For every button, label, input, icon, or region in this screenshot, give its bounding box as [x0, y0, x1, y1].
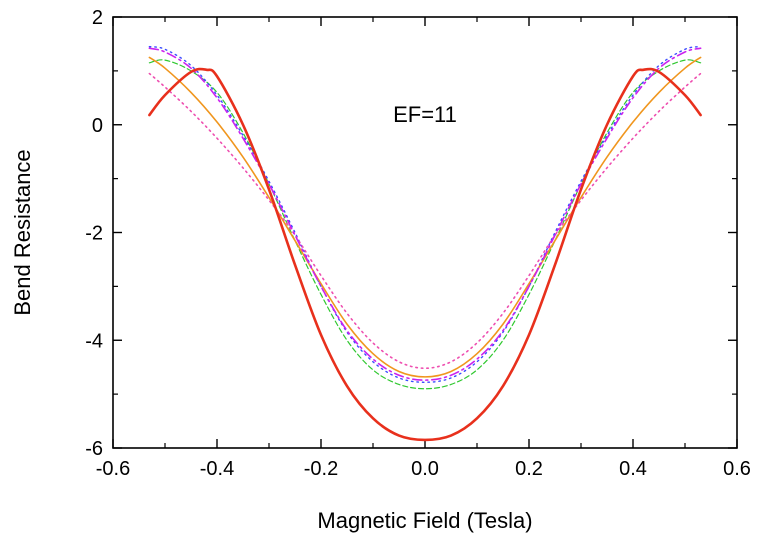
- series-line-5: [148, 45, 702, 383]
- y-tick-label: -6: [85, 438, 103, 460]
- x-tick-label: -0.4: [200, 458, 234, 480]
- series-layer: [148, 45, 702, 442]
- y-tick-label: -4: [85, 330, 103, 352]
- series-line-2: [148, 56, 702, 378]
- plot-frame: [112, 16, 738, 449]
- x-tick-label: 0.0: [411, 458, 439, 480]
- series-line-4: [148, 59, 702, 390]
- y-axis-title: Bend Resistance: [10, 149, 35, 315]
- x-tick-label: 0.4: [619, 458, 647, 480]
- series-line-1: [148, 67, 702, 442]
- x-tick-label: -0.2: [304, 458, 338, 480]
- y-tick-label: 0: [92, 115, 103, 137]
- ef-annotation: EF=11: [393, 102, 457, 127]
- x-tick-label: -0.6: [96, 458, 130, 480]
- x-tick-label: 0.2: [515, 458, 543, 480]
- series-line-3: [148, 72, 702, 370]
- tick-labels: -0.6 -0.4 -0.2 0.0 0.2 0.4 0.6 -6 -4 -2 0 2: [85, 7, 751, 480]
- y-tick-label: 2: [92, 7, 103, 29]
- series-line-6: [148, 47, 702, 381]
- x-axis-title: Magnetic Field (Tesla): [317, 508, 532, 533]
- x-tick-label: 0.6: [723, 458, 751, 480]
- y-tick-label: -2: [85, 223, 103, 245]
